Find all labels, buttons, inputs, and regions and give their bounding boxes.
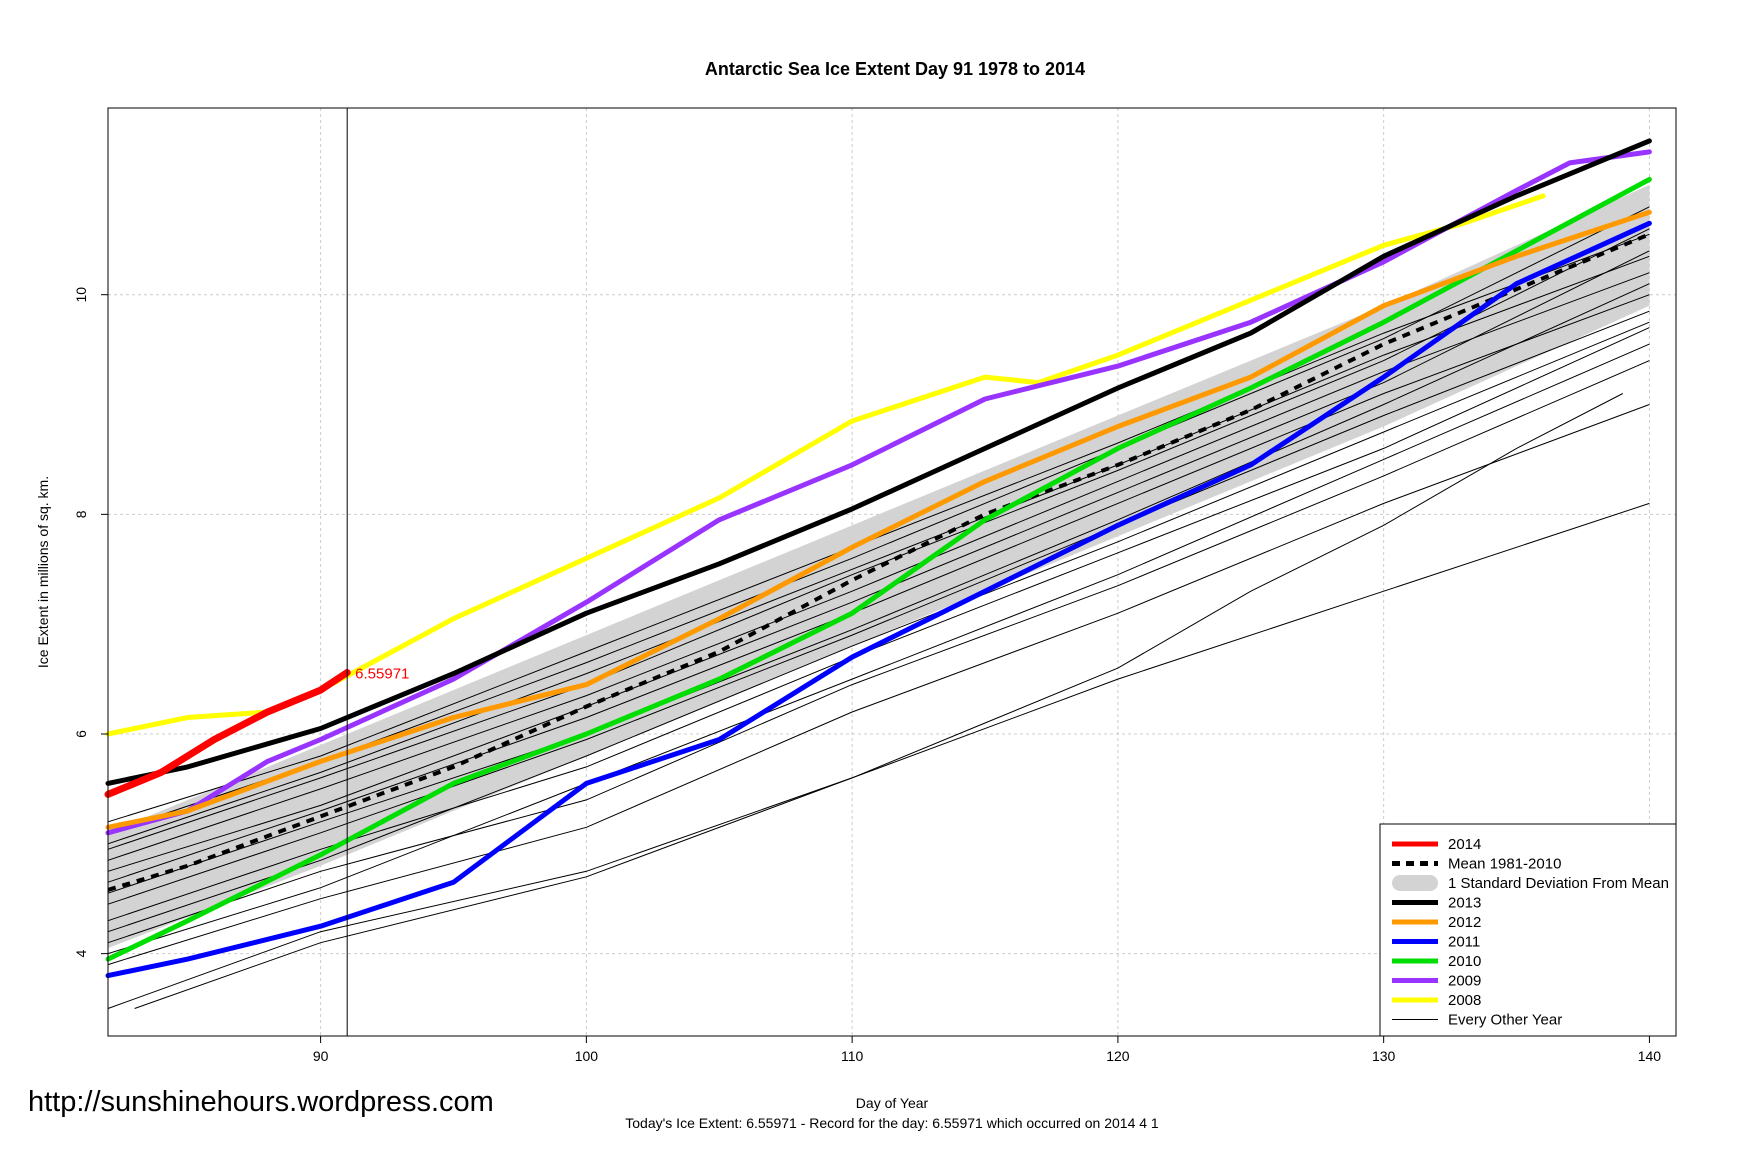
legend-label-y2012: 2012 [1448, 914, 1481, 931]
watermark-url: http://sunshinehours.wordpress.com [28, 1086, 494, 1118]
legend-swatch-sd [1392, 875, 1438, 891]
other-year-line-11 [107, 283, 1650, 894]
other-year-line-2 [107, 404, 1650, 966]
legend: 2014 Mean 1981-2010 1 Standard Deviation F… [1379, 823, 1677, 1037]
legend-label-y2010: 2010 [1448, 953, 1481, 970]
x-axis-title: Day of Year [856, 1095, 929, 1111]
legend-label-mean: Mean 1981-2010 [1448, 856, 1561, 873]
y-tick-label-4: 4 [73, 950, 89, 958]
x-axis: 90 100 110 120 130 140 [313, 1036, 1661, 1064]
y-tick-label-6: 6 [73, 730, 89, 738]
series-line-2010 [105, 176, 1652, 962]
series-line-2013 [105, 138, 1652, 786]
legend-label-y2009: 2009 [1448, 973, 1481, 990]
x-tick-label-110: 110 [841, 1048, 864, 1064]
sd-band-layer [108, 184, 1650, 949]
other-year-line-13 [107, 228, 1650, 850]
other-year-line-12 [107, 250, 1650, 872]
current-value-label: 6.55971 [355, 666, 409, 683]
marker-layer: 6.55971 [346, 108, 409, 1036]
legend-label-sd_band: 1 Standard Deviation From Mean [1448, 875, 1669, 892]
y-tick-label-10: 10 [73, 287, 89, 303]
legend-label-y2008: 2008 [1448, 992, 1481, 1009]
x-tick-label-120: 120 [1106, 1048, 1130, 1064]
series-line-2009 [105, 149, 1652, 836]
series-line-2014 [104, 669, 351, 798]
legend-label-y2014: 2014 [1448, 836, 1481, 853]
other-year-line-10 [107, 321, 1650, 933]
x-tick-label-130: 130 [1372, 1048, 1396, 1064]
series-layer [104, 138, 1652, 979]
x-tick-label-140: 140 [1638, 1048, 1662, 1064]
chart-title: Antarctic Sea Ice Extent Day 91 1978 to … [705, 59, 1085, 79]
plot-frame [107, 107, 1677, 1037]
y-axis-title: Ice Extent in millions of sq. km. [35, 476, 51, 668]
other-year-line-15 [107, 343, 1650, 955]
series-line-2011 [105, 220, 1652, 979]
y-axis: 4 6 8 10 [73, 287, 108, 958]
legend-label-y2013: 2013 [1448, 895, 1481, 912]
other-year-line-7 [107, 272, 1650, 861]
x-tick-label-100: 100 [575, 1048, 599, 1064]
other-years-layer [107, 206, 1650, 1009]
y-tick-label-8: 8 [73, 510, 89, 518]
other-year-line-16 [134, 393, 1624, 1009]
footer-note: Today's Ice Extent: 6.55971 - Record for… [625, 1115, 1159, 1131]
series-line-2012 [105, 209, 1652, 830]
legend-label-y2011: 2011 [1448, 934, 1480, 951]
x-tick-label-90: 90 [313, 1048, 329, 1064]
mean-line [107, 232, 1651, 892]
other-year-line-8 [107, 255, 1650, 845]
mean-layer [107, 232, 1651, 892]
legend-label-other_years: Every Other Year [1448, 1012, 1562, 1029]
sd-band [108, 184, 1650, 949]
other-year-line-5 [107, 310, 1650, 905]
other-year-line-3 [107, 360, 1650, 944]
